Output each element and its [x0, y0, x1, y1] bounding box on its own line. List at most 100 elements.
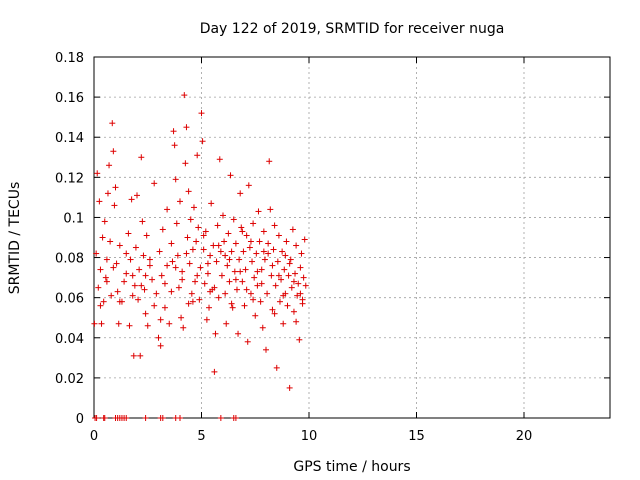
data-point: [140, 252, 147, 259]
data-point: [104, 190, 111, 197]
data-point: [130, 352, 137, 359]
data-point: [202, 228, 209, 235]
data-point: [153, 290, 160, 297]
data-point: [218, 272, 225, 279]
data-point: [245, 182, 252, 189]
data-point: [283, 238, 290, 245]
data-point: [144, 322, 151, 329]
data-point: [121, 278, 128, 285]
x-tick-label: 15: [408, 429, 425, 444]
data-point: [203, 316, 210, 323]
data-point: [97, 302, 104, 309]
data-point: [237, 268, 244, 275]
data-point: [269, 306, 276, 313]
data-point: [123, 250, 130, 257]
data-point: [293, 242, 300, 249]
data-point: [257, 298, 264, 305]
data-point: [265, 250, 272, 257]
data-point: [93, 415, 100, 421]
data-point: [135, 296, 142, 303]
data-point: [241, 302, 248, 309]
data-point: [231, 268, 238, 275]
data-point: [297, 264, 304, 271]
data-point: [259, 324, 266, 331]
data-point: [258, 280, 265, 287]
data-point: [175, 284, 182, 291]
data-point: [168, 240, 175, 247]
data-point: [260, 248, 267, 255]
data-point: [292, 270, 299, 277]
data-point: [186, 260, 193, 267]
data-point: [166, 320, 173, 327]
data-point: [293, 318, 300, 325]
data-point: [183, 250, 190, 257]
y-axis-label: SRMTID / TECUs: [7, 182, 23, 295]
data-point: [136, 266, 143, 273]
data-point: [242, 266, 249, 273]
data-point: [246, 244, 253, 251]
data-point: [198, 110, 205, 117]
data-point: [249, 258, 256, 265]
data-point: [185, 300, 192, 307]
data-point: [177, 415, 183, 421]
data-point: [142, 310, 149, 317]
axis-ticks: 0 0.02 0.04 0.06 0.08 0.1 0.12 0.14 0.16 0.18 0 5 10…: [55, 51, 610, 444]
data-point: [113, 260, 120, 267]
data-point: [157, 342, 164, 349]
data-point: [110, 148, 117, 155]
y-tick-label: 0.12: [55, 171, 84, 186]
data-point: [138, 282, 145, 289]
data-point: [215, 242, 222, 249]
data-point: [220, 212, 226, 219]
data-point: [127, 256, 134, 263]
data-point: [208, 200, 215, 207]
data-point: [256, 238, 263, 245]
data-point: [179, 268, 186, 275]
data-point: [91, 320, 98, 327]
data-point: [287, 256, 294, 263]
data-point: [99, 234, 106, 241]
data-point: [239, 228, 246, 235]
data-point: [157, 316, 164, 323]
data-point: [137, 352, 144, 359]
data-point: [247, 290, 254, 297]
data-point: [151, 302, 158, 309]
data-point: [253, 250, 260, 257]
y-tick-label: 0.02: [55, 372, 84, 387]
data-point: [142, 415, 149, 421]
data-point: [146, 256, 153, 263]
data-point: [276, 298, 283, 305]
data-point: [109, 120, 116, 127]
data-point: [265, 240, 272, 247]
data-point: [211, 284, 218, 291]
data-point: [299, 300, 306, 307]
data-point: [178, 314, 185, 321]
data-point: [200, 232, 207, 239]
data-point: [281, 266, 288, 273]
data-point: [288, 284, 295, 291]
data-point: [123, 270, 130, 277]
data-point: [164, 206, 171, 213]
data-point: [261, 256, 268, 263]
data-point: [295, 280, 302, 287]
data-point: [112, 184, 119, 191]
data-point: [271, 310, 278, 317]
data-point: [111, 202, 118, 209]
data-point: [138, 154, 145, 161]
x-tick-label: 5: [197, 429, 205, 444]
data-point: [216, 156, 223, 163]
data-point: [260, 228, 267, 235]
data-point: [235, 330, 242, 337]
data-point: [184, 234, 191, 241]
data-point: [215, 294, 222, 301]
data-point: [273, 364, 280, 371]
x-axis-label: GPS time / hours: [293, 459, 410, 475]
data-point: [228, 248, 235, 255]
data-point: [93, 250, 100, 257]
data-point: [268, 272, 275, 279]
data-point: [275, 272, 282, 279]
data-point: [211, 368, 218, 375]
data-point: [182, 160, 189, 167]
data-point: [98, 320, 105, 327]
data-point: [185, 188, 192, 195]
